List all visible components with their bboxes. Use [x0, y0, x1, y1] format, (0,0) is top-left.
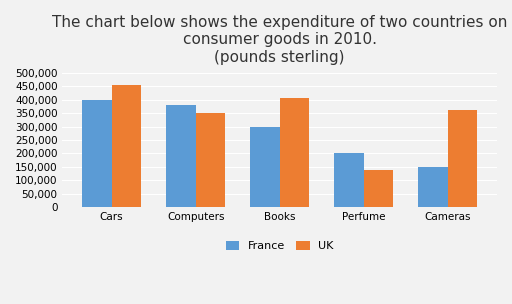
Bar: [82, 100, 112, 207]
Bar: [448, 110, 477, 207]
Bar: [166, 105, 196, 207]
Bar: [250, 126, 280, 207]
Bar: [364, 170, 393, 207]
Bar: [418, 167, 448, 207]
Bar: [334, 154, 364, 207]
Bar: [112, 85, 141, 207]
Bar: [280, 98, 309, 207]
Legend: France, UK: France, UK: [221, 237, 338, 256]
Title: The chart below shows the expenditure of two countries on
consumer goods in 2010: The chart below shows the expenditure of…: [52, 15, 507, 65]
Bar: [196, 113, 225, 207]
